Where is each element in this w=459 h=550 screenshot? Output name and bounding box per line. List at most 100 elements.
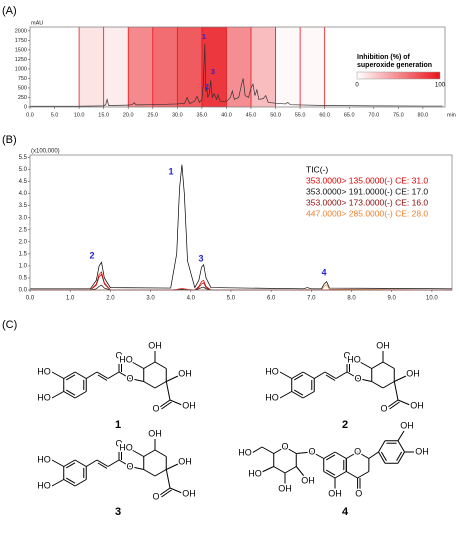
y-tick-label: 5.0 [19,167,28,173]
fraction-band [275,27,301,107]
bond [143,449,156,457]
x-tick-label: 3.0 [146,296,155,302]
bond [380,451,387,462]
peak-label: 1 [168,166,173,176]
fraction-band [79,27,104,107]
y-tick-label: 1250 [15,57,27,63]
bond [51,391,64,399]
bond [51,459,64,467]
bond [382,381,395,389]
atom-label: OH [406,368,420,378]
bond [378,451,386,464]
x-tick-label: 70.0 [368,112,379,118]
x-tick-label: 75.0 [393,112,404,118]
bond [159,399,171,408]
atom-label: OH [376,340,390,350]
x-tick-label: 10.0 [426,296,438,302]
legend-entry: 353.0000> 135.0000(-) CE: 31.0 [306,175,428,185]
bond [74,459,87,467]
bond [394,375,407,382]
bond [325,374,336,381]
x-tick-label: 5.0 [227,296,236,302]
x-tick-label: 25.0 [147,112,158,118]
atom-label: O [308,446,315,456]
bond [65,477,76,484]
atom-label: OH [278,483,292,493]
bond [378,440,386,453]
x-tick-label: 2.0 [106,296,115,302]
fraction-band [152,27,178,107]
legend-title: Inhibition (%) of [357,54,411,61]
fraction-band [128,27,153,107]
fraction-band [177,27,202,107]
bond [359,361,372,369]
atom-label: O [126,373,133,383]
y-tick-label: 0.0 [19,288,28,294]
bond [96,459,109,467]
bond [397,399,411,406]
x-tick-label: 55.0 [295,112,306,118]
atom-label: O [115,350,122,360]
bond [118,459,131,467]
x-tick-label: 5.0 [51,112,59,118]
bond [393,381,399,401]
bond [293,389,304,396]
x-tick-label: 60.0 [319,112,330,118]
bond [324,371,337,379]
y-tick-label: 1750 [15,38,27,44]
bond [296,451,313,454]
trace [30,164,453,290]
bond [63,459,76,467]
atom-label: HO [347,354,361,364]
atom-label: HO [265,392,279,402]
bond [291,391,304,399]
bond [74,371,87,379]
bond [273,466,286,474]
x-tick-label: 80.0 [418,112,429,118]
compound-number: 1 [115,419,121,431]
bond [131,449,144,457]
fraction-band [226,27,252,107]
y-axis-label: (x100,000) [31,149,60,155]
bond [273,446,286,454]
bond [86,459,98,467]
atom-label: HO [37,454,51,464]
bond [65,389,76,396]
x-tick-label: 40.0 [221,112,232,118]
bond [396,451,403,462]
y-tick-label: 0.5 [19,276,28,282]
bond [166,375,179,382]
bond [131,361,144,369]
bond [371,361,384,369]
atom-label: O [380,403,387,413]
bond [397,440,405,453]
legend-entry: TIC(-) [306,164,328,174]
atom-label: O [354,373,361,383]
bond [325,469,336,476]
bond [334,451,347,459]
atom-label: HO [119,442,133,452]
x-tick-label: 1.0 [66,296,75,302]
x-tick-label: 0.0 [26,112,34,118]
atom-label: OH [410,400,424,410]
bond [346,471,358,479]
bond [166,463,179,470]
bond [86,371,98,379]
bond [334,471,347,479]
legend-title: superoxide generation [357,62,432,69]
bond [51,479,64,487]
atom-label: O [343,350,350,360]
bond [368,451,379,459]
x-tick-label: 0.0 [26,296,35,302]
bond [63,479,76,487]
bond [154,361,167,369]
bond [279,391,292,399]
atom-label: HO [248,468,262,478]
trace [30,44,443,107]
bond [129,466,144,470]
x-tick-label: 20.0 [123,112,134,118]
bond [325,454,336,461]
bond [382,361,395,369]
y-tick-label: 3.0 [19,215,28,221]
